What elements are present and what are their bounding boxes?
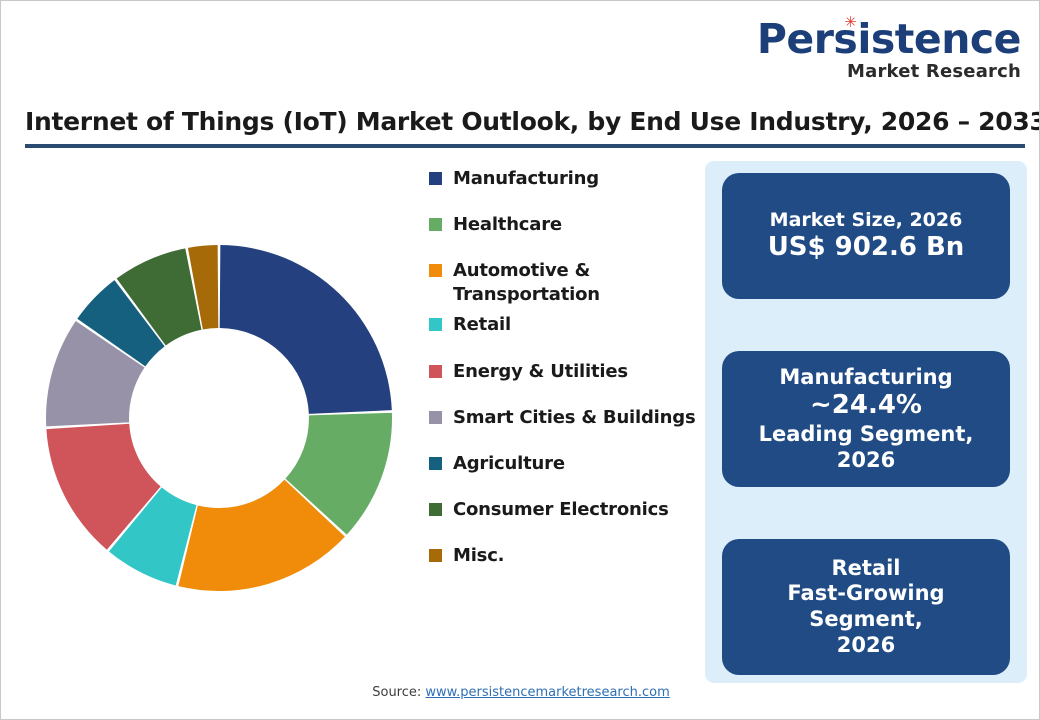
legend-swatch-icon bbox=[429, 410, 442, 424]
legend-item-energy-utilities: Energy & Utilities bbox=[429, 360, 697, 384]
legend-item-automotive-transportation: Automotive & Transportation bbox=[429, 259, 697, 307]
legend-label: Retail bbox=[453, 314, 511, 336]
donut-slice bbox=[178, 479, 345, 591]
title-divider bbox=[25, 144, 1025, 148]
brand-tagline: Market Research bbox=[847, 61, 1021, 82]
legend-item-retail: Retail bbox=[429, 313, 697, 337]
legend-label: Agriculture bbox=[453, 452, 565, 474]
legend-label: Automotive & Transportation bbox=[453, 260, 600, 306]
page-title: Internet of Things (IoT) Market Outlook,… bbox=[25, 107, 1040, 136]
donut-slice bbox=[219, 245, 392, 414]
legend-swatch-icon bbox=[429, 218, 442, 232]
stat-card-fast-growing-segment: Retail Fast-Growing Segment, 2026 bbox=[722, 539, 1010, 675]
stat-card-line1: Market Size, 2026 bbox=[769, 208, 963, 231]
stat-card-line2: US$ 902.6 Bn bbox=[767, 231, 965, 262]
legend-label: Healthcare bbox=[453, 214, 562, 236]
stat-card-line3: Leading Segment, 2026 bbox=[758, 422, 974, 472]
legend-item-agriculture: Agriculture bbox=[429, 452, 697, 476]
donut-slice bbox=[46, 423, 161, 550]
brand-name: Persistence bbox=[756, 15, 1022, 63]
legend-label: Consumer Electronics bbox=[453, 498, 669, 520]
brand-name-wrap: Persistence ✳ bbox=[757, 13, 1022, 60]
stat-card-line2: ~24.4% bbox=[810, 390, 922, 421]
source-line: Source: www.persistencemarketresearch.co… bbox=[1, 685, 1039, 700]
stat-card-line1: Retail bbox=[831, 555, 901, 580]
source-label: Source: bbox=[372, 685, 426, 700]
legend-label: Manufacturing bbox=[453, 168, 599, 189]
donut-slice bbox=[46, 320, 145, 427]
legend-label: Misc. bbox=[453, 544, 505, 566]
legend-swatch-icon bbox=[429, 548, 442, 562]
legend-swatch-icon bbox=[429, 456, 442, 470]
donut-slice bbox=[116, 248, 202, 346]
stat-card-line1: Manufacturing bbox=[779, 364, 953, 389]
donut-slice-group bbox=[46, 245, 392, 591]
legend-label: Energy & Utilities bbox=[453, 360, 628, 382]
source-link[interactable]: www.persistencemarketresearch.com bbox=[425, 685, 670, 700]
legend-item-smart-cities-buildings: Smart Cities & Buildings bbox=[429, 406, 697, 430]
chart-legend: Manufacturing Healthcare Automotive & Tr… bbox=[429, 167, 697, 590]
legend-item-misc: Misc. bbox=[429, 544, 697, 568]
stat-card-line2: Fast-Growing Segment, bbox=[787, 581, 945, 631]
legend-item-manufacturing: Manufacturing bbox=[429, 167, 697, 191]
donut-chart bbox=[19, 206, 419, 626]
brand-logo: Persistence ✳ Market Research bbox=[757, 13, 1022, 82]
stat-card-market-size: Market Size, 2026 US$ 902.6 Bn bbox=[722, 173, 1010, 299]
legend-swatch-icon bbox=[429, 318, 442, 332]
legend-label: Smart Cities & Buildings bbox=[453, 406, 696, 428]
donut-slice bbox=[187, 245, 219, 330]
legend-swatch-icon bbox=[429, 364, 442, 378]
legend-swatch-icon bbox=[429, 264, 442, 278]
stat-card-line3: 2026 bbox=[836, 632, 896, 657]
legend-item-consumer-electronics: Consumer Electronics bbox=[429, 498, 697, 522]
legend-swatch-icon bbox=[429, 502, 442, 516]
donut-slice bbox=[77, 280, 165, 367]
legend-item-healthcare: Healthcare bbox=[429, 213, 697, 237]
legend-swatch-icon bbox=[429, 172, 442, 185]
stats-panel: Market Size, 2026 US$ 902.6 Bn Manufactu… bbox=[705, 161, 1027, 683]
donut-chart-svg bbox=[46, 245, 392, 591]
asterisk-icon: ✳ bbox=[844, 13, 857, 31]
stat-card-leading-segment: Manufacturing ~24.4% Leading Segment, 20… bbox=[722, 351, 1010, 487]
donut-slice bbox=[285, 412, 392, 535]
donut-slice bbox=[108, 487, 197, 586]
